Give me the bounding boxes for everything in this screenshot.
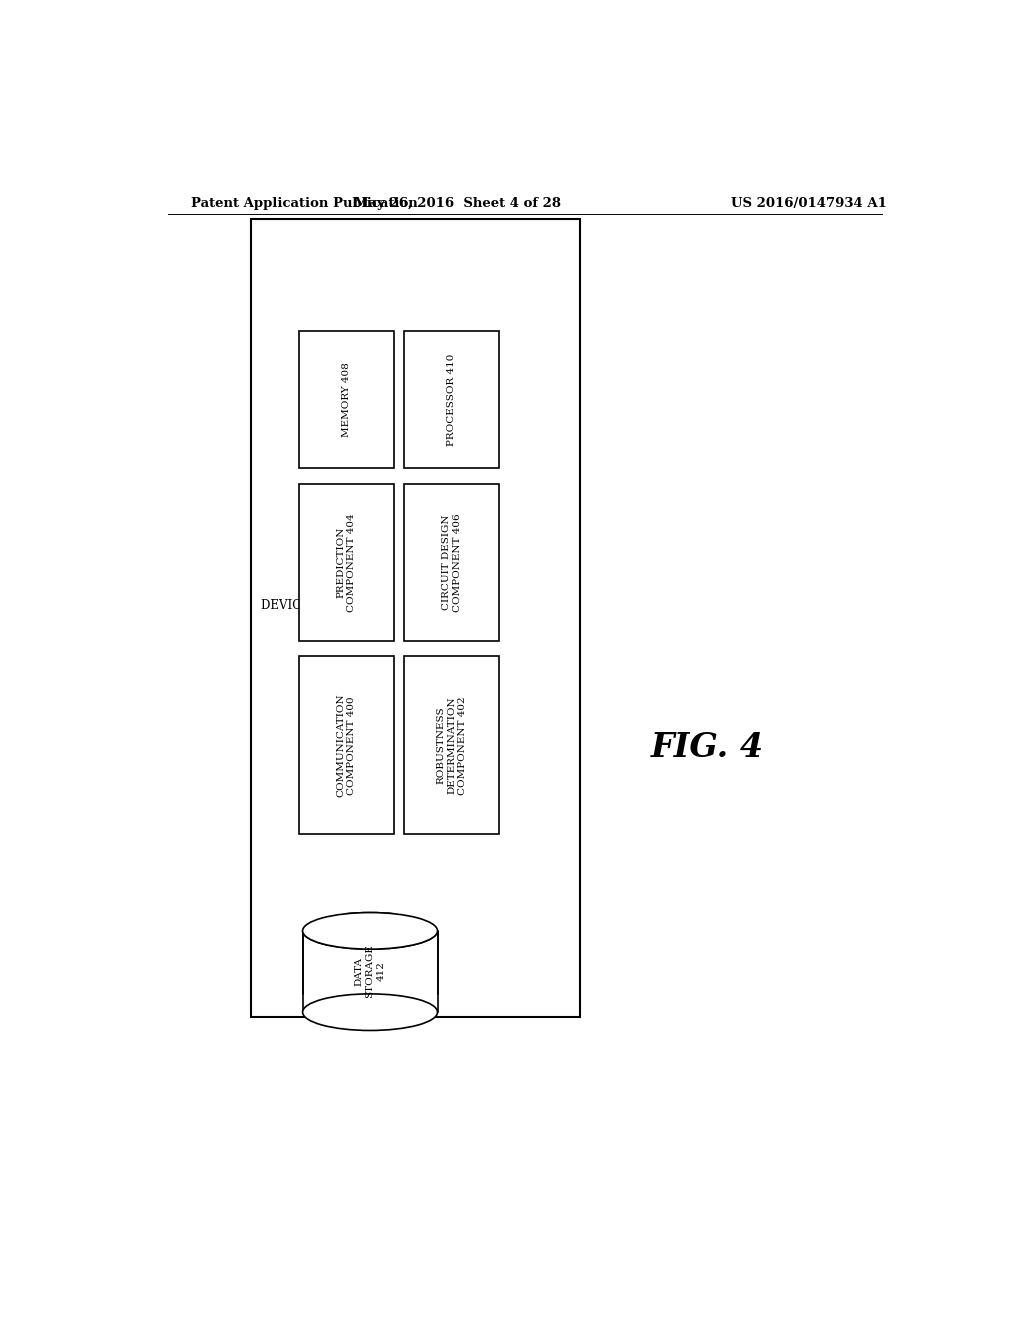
Bar xyxy=(404,656,500,834)
Text: PROCESSOR 410: PROCESSOR 410 xyxy=(447,354,457,446)
Text: MEMORY 408: MEMORY 408 xyxy=(342,363,351,437)
Text: US 2016/0147934 A1: US 2016/0147934 A1 xyxy=(731,197,887,210)
Bar xyxy=(299,331,394,469)
Ellipse shape xyxy=(303,994,437,1031)
Bar xyxy=(303,931,437,1012)
Text: PREDICTION
COMPONENT 404: PREDICTION COMPONENT 404 xyxy=(336,513,356,611)
Text: COMMUNICATION
COMPONENT 400: COMMUNICATION COMPONENT 400 xyxy=(336,693,356,797)
Text: ROBUSTNESS
DETERMINATION
COMPONENT 402: ROBUSTNESS DETERMINATION COMPONENT 402 xyxy=(436,696,467,795)
Text: DATA
STORAGE
412: DATA STORAGE 412 xyxy=(354,945,386,998)
Text: FIG. 4: FIG. 4 xyxy=(651,731,764,764)
Bar xyxy=(299,483,394,642)
Text: May 26, 2016  Sheet 4 of 28: May 26, 2016 Sheet 4 of 28 xyxy=(354,197,561,210)
Bar xyxy=(251,219,581,1018)
Bar xyxy=(299,656,394,834)
Bar xyxy=(301,912,439,931)
Bar xyxy=(404,483,500,642)
Ellipse shape xyxy=(303,912,437,949)
Text: Patent Application Publication: Patent Application Publication xyxy=(191,197,418,210)
Bar xyxy=(404,331,500,469)
Ellipse shape xyxy=(303,912,437,949)
Text: CIRCUIT DESIGN
COMPONENT 406: CIRCUIT DESIGN COMPONENT 406 xyxy=(441,513,462,611)
Text: DEVICE 102: DEVICE 102 xyxy=(261,599,336,612)
